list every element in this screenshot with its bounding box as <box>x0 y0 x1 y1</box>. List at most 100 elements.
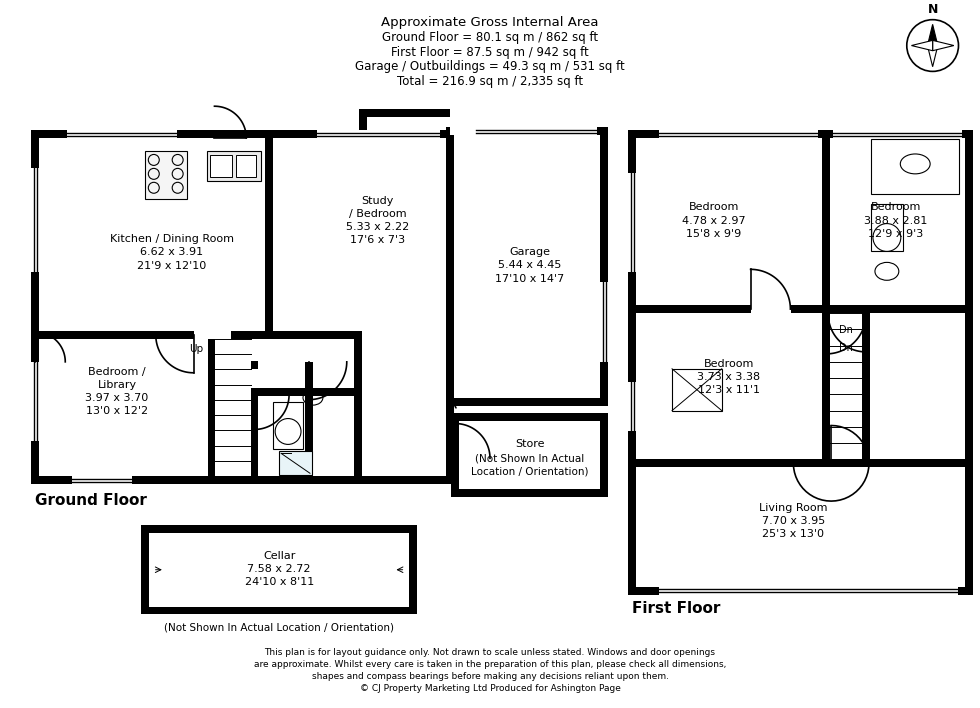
Bar <box>305 138 362 331</box>
Polygon shape <box>933 40 954 51</box>
Bar <box>862 313 870 467</box>
Text: Cellar
7.58 x 2.72
24'10 x 8'11: Cellar 7.58 x 2.72 24'10 x 8'11 <box>244 551 314 587</box>
Text: Approximate Gross Internal Area: Approximate Gross Internal Area <box>381 16 599 29</box>
Text: Dn: Dn <box>839 343 853 353</box>
Bar <box>628 173 636 273</box>
Text: Bedroom
3.88 x 2.81
12'9 x 9'3: Bedroom 3.88 x 2.81 12'9 x 9'3 <box>864 202 927 239</box>
Bar <box>363 109 450 117</box>
Polygon shape <box>927 24 938 45</box>
Text: (Not Shown In Actual
Location / Orientation): (Not Shown In Actual Location / Orientat… <box>471 454 589 477</box>
Text: Bedroom
3.73 x 3.38
12'3 x 11'1: Bedroom 3.73 x 3.38 12'3 x 11'1 <box>697 358 760 395</box>
Bar <box>35 134 358 480</box>
Text: shapes and compass bearings before making any decisions reliant upon them.: shapes and compass bearings before makin… <box>312 672 668 681</box>
Text: are approximate. Whilst every care is taken in the preparation of this plan, ple: are approximate. Whilst every care is ta… <box>254 661 726 669</box>
Bar <box>636 459 822 467</box>
Bar <box>672 369 721 411</box>
Text: First Floor = 87.5 sq m / 942 sq ft: First Floor = 87.5 sq m / 942 sq ft <box>391 45 589 59</box>
Bar <box>870 459 965 467</box>
Text: Study
/ Bedroom
5.33 x 2.22
17'6 x 7'3: Study / Bedroom 5.33 x 2.22 17'6 x 7'3 <box>346 196 410 246</box>
Bar <box>31 168 39 273</box>
Text: IN: IN <box>448 421 459 432</box>
Bar <box>822 138 830 305</box>
Bar <box>450 127 538 135</box>
Bar <box>792 305 965 313</box>
Bar <box>250 392 259 484</box>
Bar <box>305 362 313 484</box>
Text: Up: Up <box>189 344 204 354</box>
Bar <box>305 138 313 285</box>
Bar <box>309 134 450 480</box>
Text: Total = 216.9 sq m / 2,335 sq ft: Total = 216.9 sq m / 2,335 sq ft <box>397 75 583 88</box>
Bar <box>236 155 256 177</box>
Bar <box>446 127 609 135</box>
Text: Living Room
7.70 x 3.95
25'3 x 13'0: Living Room 7.70 x 3.95 25'3 x 13'0 <box>760 503 828 539</box>
Bar <box>211 155 232 177</box>
Bar <box>305 476 454 484</box>
Bar <box>601 127 609 406</box>
Bar <box>231 331 354 339</box>
Bar <box>822 313 830 467</box>
Bar <box>279 452 312 475</box>
Bar <box>451 413 460 497</box>
Bar <box>145 151 186 199</box>
Text: This plan is for layout guidance only. Not drawn to scale unless stated. Windows: This plan is for layout guidance only. N… <box>265 649 715 657</box>
Bar <box>628 130 636 595</box>
Text: Garage
5.44 x 4.45
17'10 x 14'7: Garage 5.44 x 4.45 17'10 x 14'7 <box>495 247 564 284</box>
Bar <box>207 151 262 181</box>
Bar <box>628 382 636 431</box>
Bar <box>250 388 354 396</box>
Text: (Not Shown In Actual Location / Orientation): (Not Shown In Actual Location / Orientat… <box>164 622 394 632</box>
Bar <box>871 204 903 251</box>
Text: © CJ Property Marketing Ltd Produced for Ashington Page: © CJ Property Marketing Ltd Produced for… <box>360 684 620 693</box>
Bar <box>965 130 973 595</box>
Text: First Floor: First Floor <box>632 600 720 615</box>
Text: Garage / Outbuildings = 49.3 sq m / 531 sq ft: Garage / Outbuildings = 49.3 sq m / 531 … <box>355 60 625 74</box>
Bar <box>141 525 417 533</box>
Bar <box>601 413 609 497</box>
Bar <box>141 607 417 615</box>
Bar <box>31 362 39 441</box>
Bar <box>450 131 605 401</box>
Text: Bedroom /
Library
3.97 x 3.70
13'0 x 12'2: Bedroom / Library 3.97 x 3.70 13'0 x 12'… <box>85 367 149 416</box>
Bar <box>359 109 367 135</box>
Bar <box>451 413 609 421</box>
Text: Bedroom
4.78 x 2.97
15'8 x 9'9: Bedroom 4.78 x 2.97 15'8 x 9'9 <box>682 202 746 239</box>
Bar <box>830 459 862 467</box>
Bar <box>31 130 362 138</box>
Bar <box>31 476 362 484</box>
Bar <box>632 134 969 590</box>
Bar <box>68 130 176 138</box>
Text: N: N <box>927 3 938 16</box>
Bar <box>73 476 132 484</box>
Bar <box>141 525 149 615</box>
Bar <box>833 130 962 138</box>
Bar <box>273 401 303 450</box>
Bar <box>354 130 362 484</box>
Text: Store: Store <box>515 440 545 450</box>
Text: Kitchen / Dining Room
6.62 x 3.91
21'9 x 12'10: Kitchen / Dining Room 6.62 x 3.91 21'9 x… <box>110 234 233 270</box>
Bar <box>871 139 959 194</box>
Text: Dn: Dn <box>839 325 853 335</box>
Bar <box>208 339 216 484</box>
Bar <box>305 130 454 138</box>
Polygon shape <box>927 45 938 67</box>
Bar <box>446 130 454 484</box>
Bar <box>451 489 609 497</box>
Bar <box>636 305 751 313</box>
Bar <box>313 130 354 335</box>
Bar <box>660 130 818 138</box>
Bar <box>476 127 598 135</box>
Bar <box>216 339 251 476</box>
Text: Ground Floor: Ground Floor <box>35 493 147 508</box>
Bar <box>208 361 259 369</box>
Bar <box>601 282 609 362</box>
Bar <box>446 398 609 406</box>
Bar <box>410 525 417 615</box>
Bar <box>31 130 39 484</box>
Bar <box>455 416 605 493</box>
Bar <box>363 113 450 131</box>
Bar <box>145 529 414 610</box>
Bar <box>628 587 973 595</box>
Polygon shape <box>911 40 933 51</box>
Text: Ground Floor = 80.1 sq m / 862 sq ft: Ground Floor = 80.1 sq m / 862 sq ft <box>382 30 598 44</box>
